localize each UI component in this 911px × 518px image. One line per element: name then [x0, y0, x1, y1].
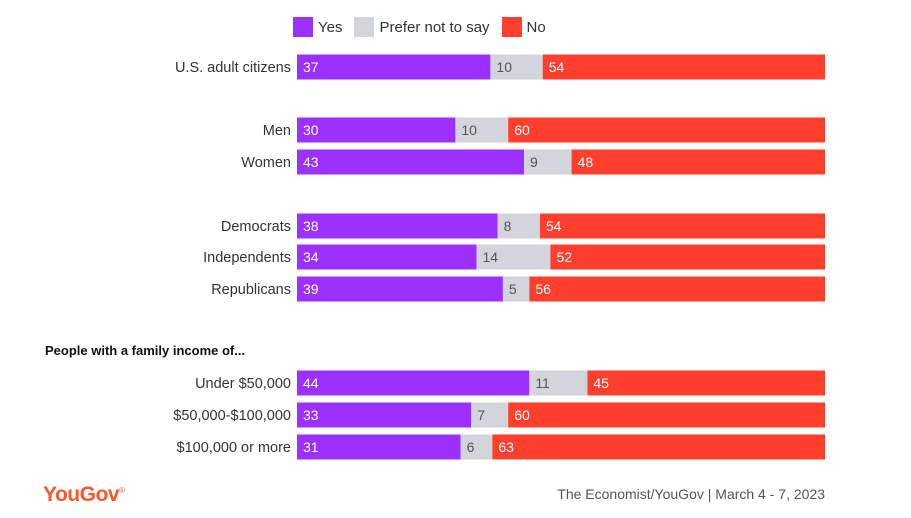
data-label-no-men: 60: [514, 122, 530, 138]
category-label-democrats: Democrats: [221, 219, 291, 235]
yougov-logo: YouGov®: [43, 483, 125, 506]
bar-yes-under-50-000: [297, 370, 530, 396]
bar-prefer-not-to-say-democrats: [497, 213, 540, 239]
data-label-yes-independents: 34: [303, 249, 319, 265]
bar-no-u-s-adult-citizens: [542, 54, 825, 80]
legend-label-no: No: [526, 18, 546, 36]
legend-label-prefer-not: Prefer not to say: [379, 18, 490, 36]
data-label-prefer-not-to-say-republicans: 5: [509, 281, 517, 297]
data-label-yes-women: 43: [303, 154, 319, 170]
data-label-no-women: 48: [578, 154, 594, 170]
bar-prefer-not-to-say-50-000-100-000: [471, 402, 509, 428]
category-label-republicans: Republicans: [211, 282, 291, 298]
data-label-prefer-not-to-say-men: 10: [461, 122, 477, 138]
bar-yes-u-s-adult-citizens: [297, 54, 491, 80]
data-label-yes-50-000-100-000: 33: [303, 407, 319, 423]
bar-no-men: [508, 117, 825, 143]
data-label-no-50-000-100-000: 60: [514, 407, 530, 423]
category-label-u-s-adult-citizens: U.S. adult citizens: [175, 60, 291, 76]
data-label-prefer-not-to-say-independents: 14: [483, 249, 499, 265]
section-title: People with a family income of...: [45, 343, 246, 358]
data-label-no-under-50-000: 45: [593, 375, 609, 391]
bar-yes-50-000-100-000: [297, 402, 472, 428]
legend-item-prefer-not: Prefer not to say: [354, 17, 490, 37]
bar-prefer-not-to-say-women: [524, 149, 572, 175]
category-label-men: Men: [263, 123, 291, 139]
bar-prefer-not-to-say-republicans: [502, 276, 530, 302]
bar-no-independents: [550, 244, 825, 270]
legend-swatch-no: [501, 17, 522, 37]
data-label-no-democrats: 54: [546, 218, 562, 234]
data-label-prefer-not-to-say-under-50-000: 11: [535, 375, 550, 391]
data-label-prefer-not-to-say-50-000-100-000: 7: [477, 407, 485, 423]
bar-yes-women: [297, 149, 525, 175]
category-label-50-000-100-000: $50,000-$100,000: [173, 408, 291, 424]
data-label-yes-under-50-000: 44: [303, 375, 319, 391]
bar-no-under-50-000: [587, 370, 825, 396]
data-label-yes-republicans: 39: [303, 281, 319, 297]
category-label-100-000-or-more: $100,000 or more: [177, 440, 291, 456]
bar-prefer-not-to-say-100-000-or-more: [460, 434, 493, 460]
data-label-prefer-not-to-say-women: 9: [530, 154, 538, 170]
data-label-prefer-not-to-say-100-000-or-more: 6: [467, 439, 475, 455]
legend-label-yes: Yes: [318, 18, 343, 36]
data-label-yes-democrats: 38: [303, 218, 319, 234]
category-label-under-50-000: Under $50,000: [195, 376, 291, 392]
bar-prefer-not-to-say-under-50-000: [529, 370, 588, 396]
data-label-prefer-not-to-say-democrats: 8: [504, 218, 512, 234]
bar-prefer-not-to-say-independents: [476, 244, 551, 270]
category-label-women: Women: [241, 155, 291, 171]
bar-yes-men: [297, 117, 456, 143]
bar-no-100-000-or-more: [492, 434, 825, 460]
legend-swatch-yes: [293, 17, 313, 37]
data-label-yes-u-s-adult-citizens: 37: [303, 59, 319, 75]
bar-no-democrats: [539, 213, 825, 239]
bar-no-republicans: [529, 276, 825, 302]
data-label-no-independents: 52: [556, 249, 572, 265]
bar-yes-independents: [297, 244, 477, 270]
bar-no-50-000-100-000: [508, 402, 825, 428]
bar-prefer-not-to-say-men: [455, 117, 509, 143]
legend: Yes Prefer not to say No: [293, 17, 558, 37]
bar-yes-democrats: [297, 213, 498, 239]
legend-item-no: No: [501, 17, 546, 37]
data-label-no-100-000-or-more: 63: [498, 439, 514, 455]
legend-swatch-prefer-not: [354, 17, 375, 37]
data-label-yes-men: 30: [303, 122, 319, 138]
data-label-prefer-not-to-say-u-s-adult-citizens: 10: [496, 59, 512, 75]
data-label-yes-100-000-or-more: 31: [303, 439, 319, 455]
data-label-no-republicans: 56: [535, 281, 551, 297]
source-note: The Economist/YouGov | March 4 - 7, 2023: [557, 486, 825, 502]
category-label-independents: Independents: [203, 250, 291, 266]
bar-no-women: [571, 149, 825, 175]
bar-yes-republicans: [297, 276, 503, 302]
logo-text: YouGov: [43, 483, 119, 506]
bar-prefer-not-to-say-u-s-adult-citizens: [490, 54, 543, 80]
data-label-no-u-s-adult-citizens: 54: [549, 59, 565, 75]
legend-item-yes: Yes: [293, 17, 342, 37]
bar-yes-100-000-or-more: [297, 434, 461, 460]
